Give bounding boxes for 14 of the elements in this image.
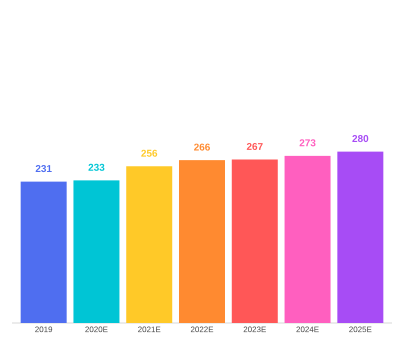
data-label: 256	[141, 150, 158, 157]
data-label: 280	[352, 135, 368, 142]
bar	[73, 180, 120, 323]
data-label: 231	[36, 165, 52, 172]
bar	[126, 166, 172, 323]
bar	[20, 182, 67, 323]
bar	[179, 160, 225, 323]
data-label: 233	[88, 164, 104, 171]
data-label: 267	[246, 142, 263, 150]
bar	[232, 160, 278, 323]
data-label: 266	[194, 144, 210, 151]
bar	[337, 152, 384, 323]
data-label: 273	[300, 139, 316, 146]
bar	[284, 156, 331, 323]
